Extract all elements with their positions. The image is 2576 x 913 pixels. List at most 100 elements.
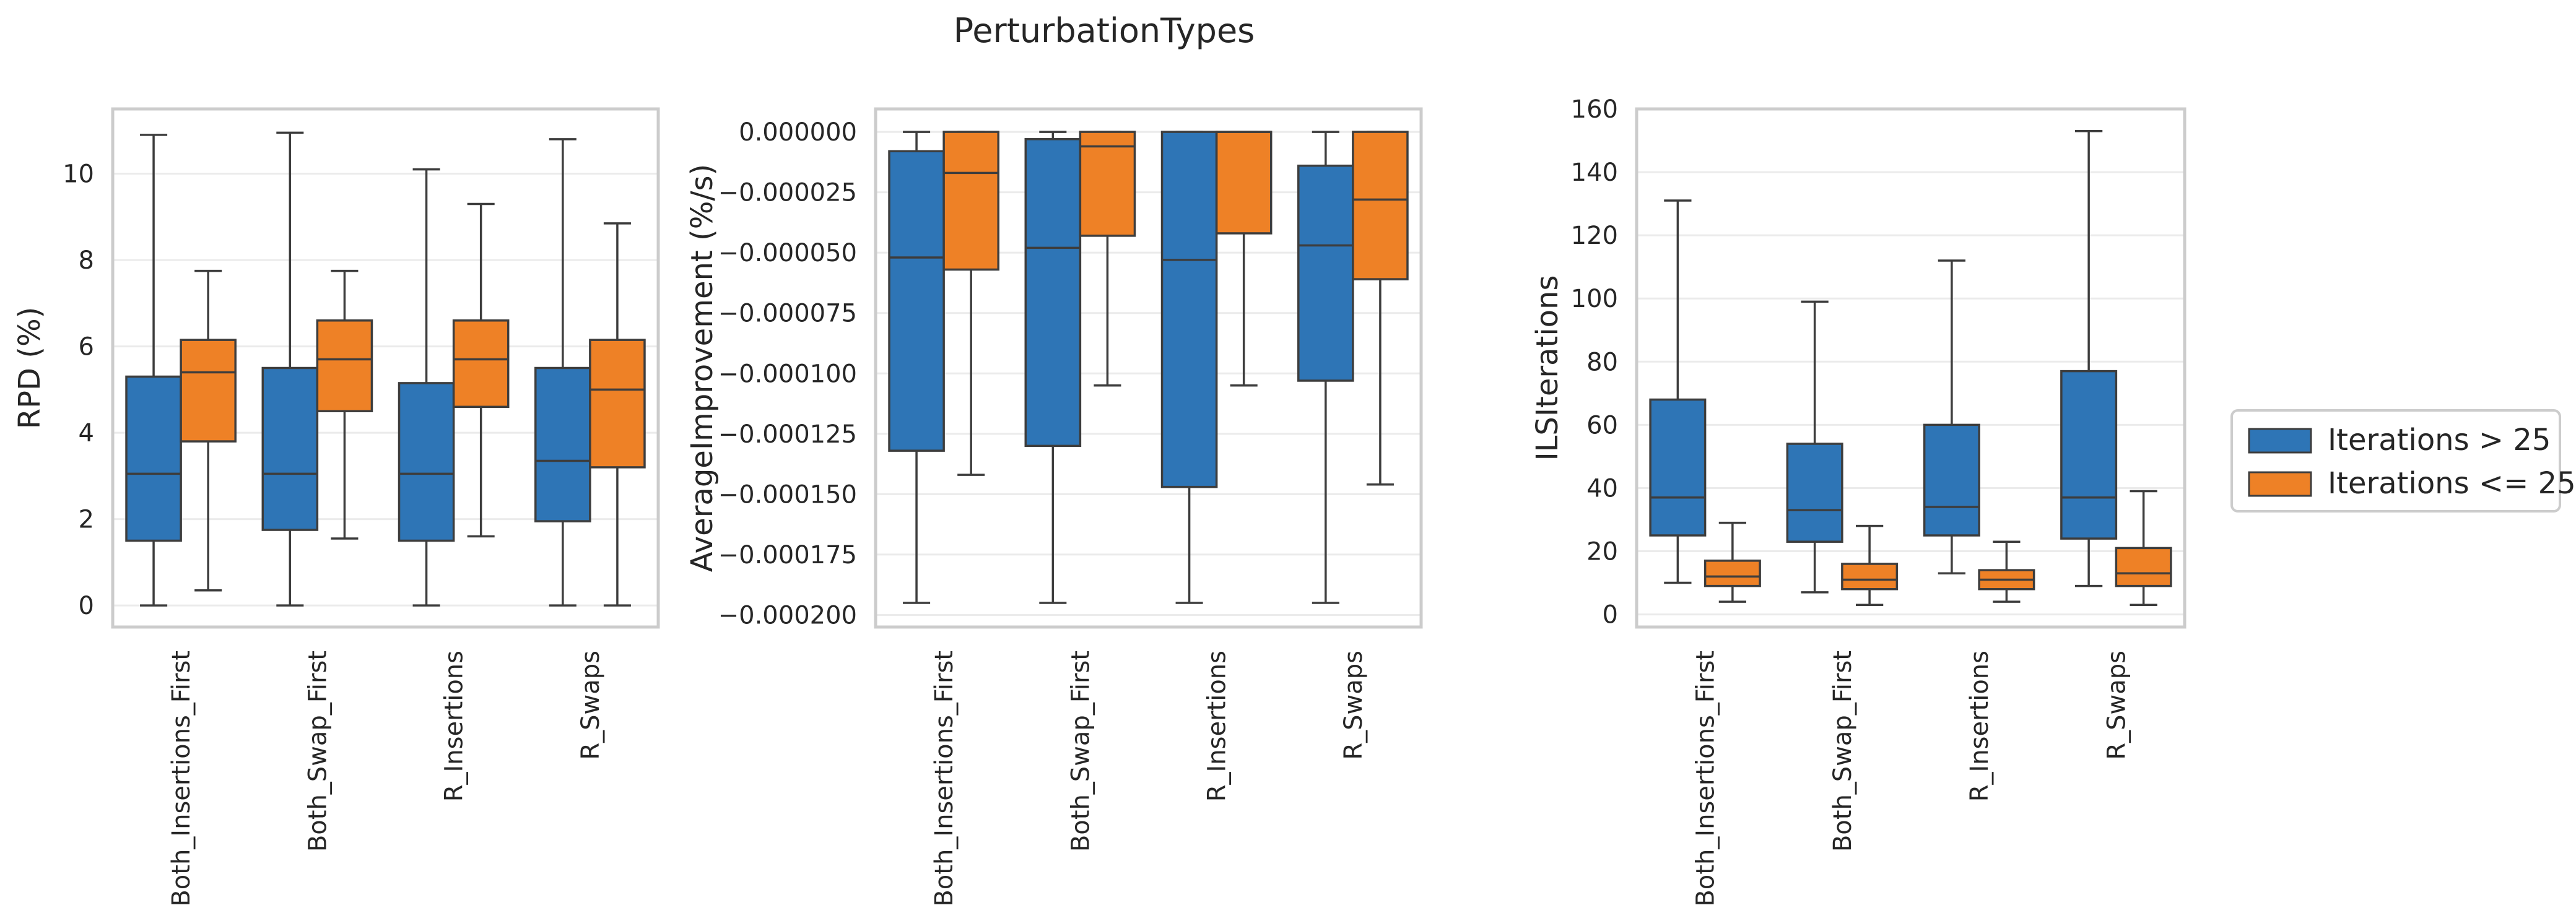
y-tick-label: −0.000150 [718, 480, 857, 509]
box-iqr [1297, 164, 1354, 382]
box-R_Insertions-gt25 [1923, 259, 1980, 574]
y-tick-label: −0.000125 [718, 420, 857, 449]
x-tick-label: Both_Swap_First [1066, 651, 1095, 852]
y-tick-label: 8 [79, 246, 94, 275]
box-R_Swaps-gt25 [534, 138, 591, 607]
box-iqr [2060, 370, 2118, 540]
y-tick-label: 4 [79, 419, 94, 448]
box-iqr [261, 366, 319, 531]
subplot-2: 0.000000 −0.000025 −0.000050 −0.000075 −0.00… [685, 107, 1423, 907]
box-iqr [1215, 131, 1273, 235]
y-tick-label: 6 [79, 333, 94, 361]
box-iqr [180, 339, 237, 443]
box-R_Swaps-le25 [589, 222, 646, 607]
y-axis-label: RPD (%) [12, 307, 47, 430]
box-iqr [1923, 423, 1980, 537]
box-Both_Insertions_First-le25 [180, 269, 237, 592]
y-tick-label: −0.000025 [718, 179, 857, 207]
box-iqr [452, 319, 510, 409]
y-axis-label: AverageImprovement (%/s) [685, 164, 720, 573]
box-R_Swaps-gt25 [2060, 129, 2118, 587]
subplot-3: 0 20 40 60 80 100 120 140 160 ILSIterations Both_I… [1530, 95, 2187, 907]
axes-frame [874, 107, 1423, 629]
x-tick-label: R_Insertions [1965, 651, 1994, 802]
axes-frame [111, 107, 660, 629]
subplots: 0 2 4 6 8 10 RPD (%) Both_Insertions_First Both_… [12, 95, 2187, 907]
y-tick-label: 80 [1586, 348, 1618, 376]
box-R_Swaps-le25 [1352, 131, 1409, 486]
y-tick-label: −0.000050 [718, 239, 857, 267]
y-axis-label: ILSIterations [1530, 275, 1565, 461]
box-iqr [589, 339, 646, 469]
legend-frame [2230, 409, 2561, 513]
box-Both_Swap_First-le25 [1079, 131, 1136, 387]
y-tick-label: 20 [1586, 538, 1618, 566]
y-tick-label: 160 [1571, 95, 1618, 124]
box-iqr [316, 319, 373, 413]
y-tick-label: 120 [1571, 222, 1618, 250]
legend-label: Iterations <= 25 [2328, 466, 2576, 501]
box-Both_Swap_First-gt25 [261, 131, 319, 607]
box-R_Insertions-gt25 [398, 168, 455, 607]
box-iqr [1352, 131, 1409, 280]
x-tick-label: R_Insertions [1203, 651, 1232, 802]
box-iqr [125, 375, 182, 542]
y-tick-label: 0 [79, 592, 94, 620]
box-R_Insertions-le25 [1978, 540, 2035, 603]
y-tick-label: 0.000000 [739, 118, 857, 147]
box-R_Insertions-le25 [1215, 131, 1273, 387]
box-iqr [398, 382, 455, 542]
box-iqr [1649, 398, 1707, 537]
y-tick-label: 2 [79, 506, 94, 534]
box-R_Swaps-le25 [2115, 490, 2172, 607]
x-tick-label: Both_Swap_First [303, 651, 332, 852]
x-tick-label: Both_Insertions_First [167, 651, 196, 907]
figure-title: PerturbationTypes [954, 11, 1255, 50]
box-R_Insertions-gt25 [1160, 131, 1218, 604]
y-tick-label: 100 [1571, 285, 1618, 313]
x-tick-label: R_Swaps [2102, 651, 2131, 760]
y-tick-label: 140 [1571, 158, 1618, 187]
y-tick-label: 60 [1586, 411, 1618, 439]
y-tick-label: 10 [63, 160, 94, 189]
box-R_Swaps-gt25 [1297, 131, 1354, 604]
box-iqr [1704, 560, 1761, 587]
x-tick-label: R_Swaps [1339, 651, 1368, 760]
legend-swatch [2248, 471, 2312, 497]
y-tick-label: −0.000200 [718, 601, 857, 630]
legend: Iterations > 25 Iterations <= 25 [2230, 409, 2576, 513]
y-tick-label: 0 [1603, 601, 1618, 630]
box-Both_Swap_First-le25 [1841, 524, 1899, 607]
box-iqr [2115, 547, 2172, 587]
x-tick-label: R_Insertions [440, 651, 469, 802]
box-Both_Swap_First-le25 [316, 269, 373, 540]
box-Both_Insertions_First-le25 [1704, 521, 1761, 603]
y-tick-label: −0.000075 [718, 300, 857, 328]
box-iqr [1079, 131, 1136, 237]
box-iqr [942, 131, 999, 271]
box-Both_Swap_First-gt25 [1024, 131, 1082, 604]
legend-swatch [2248, 428, 2312, 454]
y-tick-label: 40 [1586, 474, 1618, 503]
box-Both_Insertions_First-gt25 [888, 131, 945, 604]
box-Both_Insertions_First-le25 [942, 131, 999, 476]
y-tick-label: −0.000100 [718, 360, 857, 388]
box-iqr [1024, 138, 1082, 448]
box-R_Insertions-le25 [452, 202, 510, 538]
box-iqr [1841, 563, 1899, 591]
x-tick-label: Both_Swap_First [1829, 651, 1857, 852]
box-Both_Insertions_First-gt25 [1649, 199, 1707, 584]
x-tick-label: Both_Insertions_First [1692, 651, 1720, 907]
x-tick-label: R_Swaps [577, 651, 605, 760]
x-tick-label: Both_Insertions_First [930, 651, 959, 907]
box-iqr [888, 150, 945, 452]
box-iqr [1786, 443, 1843, 543]
subplot-1: 0 2 4 6 8 10 RPD (%) Both_Insertions_First Both_… [12, 107, 660, 907]
box-iqr [1160, 131, 1218, 488]
axes-frame [1635, 107, 2187, 629]
y-tick-label: −0.000175 [718, 541, 857, 569]
box-Both_Insertions_First-gt25 [125, 134, 182, 607]
box-Both_Swap_First-gt25 [1786, 300, 1843, 594]
legend-label: Iterations > 25 [2328, 423, 2551, 457]
